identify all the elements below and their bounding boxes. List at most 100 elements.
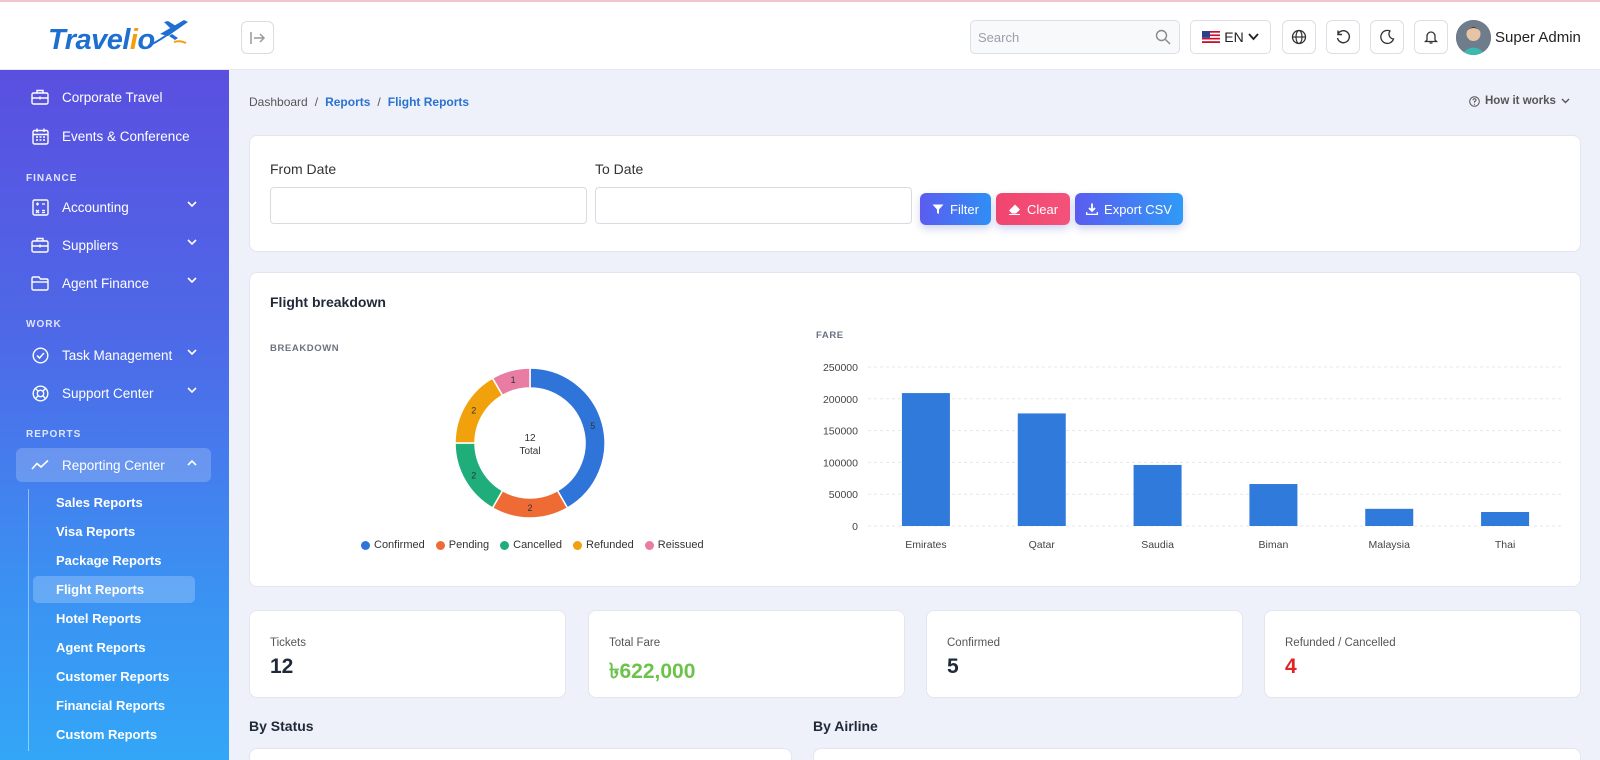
bar-qatar[interactable]	[1017, 413, 1066, 526]
sidebar-subitem-visa-reports[interactable]: Visa Reports	[56, 524, 136, 539]
legend-label: Cancelled	[513, 539, 563, 551]
breadcrumb-separator: /	[377, 95, 381, 109]
y-tick-label: 50000	[829, 489, 858, 501]
briefcase-icon	[30, 87, 50, 107]
sidebar-item-label: Support Center	[62, 385, 154, 401]
wallet-icon	[30, 273, 50, 293]
donut-slice-label: 2	[471, 406, 476, 416]
logo-text: Travelio	[48, 24, 155, 56]
sidebar-item-events[interactable]: Events & Conference	[16, 119, 211, 153]
donut-slice-reissued[interactable]	[491, 368, 531, 397]
donut-slice-label: 1	[511, 375, 516, 385]
stat-label: Refunded / Cancelled	[1285, 637, 1396, 649]
moon-icon	[1380, 29, 1395, 45]
stat-label: Confirmed	[947, 637, 1001, 649]
sidebar-item-task-management[interactable]: Task Management	[16, 338, 211, 372]
sidebar-item-label: Task Management	[62, 347, 173, 363]
stat-value: ৳622,000	[609, 660, 696, 683]
sidebar-subitem-package-reports[interactable]: Package Reports	[56, 553, 162, 568]
breadcrumb-separator: /	[314, 95, 319, 109]
sidebar-subitem-sales-reports[interactable]: Sales Reports	[56, 495, 143, 510]
flight-breakdown-card: Flight breakdown BREAKDOWN FARE 5 2 2 2 1 12…	[249, 272, 1581, 587]
stat-card-tickets: Tickets 12	[249, 610, 566, 698]
donut-slice-refunded[interactable]	[455, 377, 504, 444]
chevron-down-icon	[187, 349, 197, 356]
donut-slice-confirmed[interactable]	[529, 368, 605, 509]
stat-card-confirmed: Confirmed 5	[926, 610, 1243, 698]
sidebar-subitem-financial-reports[interactable]: Financial Reports	[56, 698, 166, 713]
bar-malaysia[interactable]	[1365, 508, 1414, 526]
language-selector[interactable]: EN	[1190, 20, 1271, 54]
sidebar-item-agent-finance[interactable]: Agent Finance	[16, 266, 211, 300]
sidebar-subitem-flight-reports[interactable]: Flight Reports	[33, 576, 195, 603]
globe-button[interactable]	[1282, 20, 1316, 54]
breadcrumb-reports[interactable]: Reports	[325, 95, 371, 109]
breadcrumb-current: Flight Reports	[387, 95, 470, 109]
sidebar-item-accounting[interactable]: Accounting	[16, 190, 211, 224]
sidebar-item-support-center[interactable]: Support Center	[16, 376, 211, 410]
notifications-button[interactable]	[1414, 20, 1448, 54]
user-name[interactable]: Super Admin	[1495, 29, 1581, 46]
by-status-card	[249, 748, 792, 760]
sidebar-item-label: Suppliers	[62, 237, 119, 253]
search-box[interactable]	[970, 20, 1180, 54]
x-tick-label: Biman	[1259, 539, 1289, 551]
breakdown-label: BREAKDOWN	[270, 343, 340, 354]
to-date-input[interactable]	[595, 187, 912, 224]
plane-icon	[147, 20, 188, 47]
bar-biman[interactable]	[1249, 484, 1298, 526]
sidebar-toggle-button[interactable]	[241, 21, 274, 54]
trend-icon	[30, 455, 50, 475]
legend-item-confirmed[interactable]: Confirmed	[361, 539, 425, 551]
legend-item-cancelled[interactable]: Cancelled	[500, 539, 562, 551]
sidebar-subitem-agent-reports[interactable]: Agent Reports	[56, 640, 146, 655]
y-tick-label: 100000	[823, 457, 858, 469]
avatar-image	[1456, 20, 1491, 55]
stat-label: Total Fare	[609, 637, 661, 649]
search-input[interactable]	[971, 21, 1146, 53]
donut-slice-label: 2	[527, 503, 532, 513]
donut-total-value: 12	[524, 433, 536, 444]
sidebar-item-label: Reporting Center	[62, 457, 165, 473]
calendar-icon	[30, 126, 50, 146]
legend-item-reissued[interactable]: Reissued	[644, 539, 704, 551]
avatar[interactable]	[1456, 20, 1491, 55]
filter-button[interactable]: Filter	[920, 193, 991, 225]
section-label-finance: FINANCE	[26, 173, 78, 184]
sidebar-item-reporting-center[interactable]: Reporting Center	[16, 448, 211, 482]
download-icon	[1086, 203, 1099, 215]
legend-item-refunded[interactable]: Refunded	[573, 539, 634, 551]
language-label: EN	[1224, 29, 1244, 45]
breadcrumb-dashboard[interactable]: Dashboard	[249, 95, 308, 109]
export-csv-button[interactable]: Export CSV	[1075, 193, 1183, 225]
search-icon[interactable]	[1155, 29, 1171, 45]
filter-icon	[932, 204, 944, 214]
stat-card-total-fare: Total Fare ৳622,000	[588, 610, 905, 698]
legend-item-pending[interactable]: Pending	[435, 539, 489, 551]
bar-emirates[interactable]	[901, 393, 950, 526]
from-date-input[interactable]	[270, 187, 587, 224]
bar-saudia[interactable]	[1133, 464, 1182, 526]
sidebar-subitem-customer-reports[interactable]: Customer Reports	[56, 669, 170, 684]
donut-slice-label: 5	[590, 421, 595, 431]
stat-card-refunded-cancelled: Refunded / Cancelled 4	[1264, 610, 1581, 698]
x-tick-label: Malaysia	[1369, 539, 1411, 551]
legend-dot	[573, 540, 583, 550]
section-label-reports: REPORTS	[26, 429, 82, 440]
sidebar-item-corporate-travel[interactable]: Corporate Travel	[16, 80, 211, 114]
sidebar-subitem-custom-reports[interactable]: Custom Reports	[56, 727, 158, 742]
chevron-down-icon	[1561, 98, 1570, 104]
filter-button-label: Filter	[950, 201, 979, 217]
how-it-works-button[interactable]: How it works	[1469, 95, 1570, 107]
refresh-button[interactable]	[1326, 20, 1360, 54]
dark-mode-button[interactable]	[1370, 20, 1404, 54]
travelio-logo[interactable]: Travelio	[48, 18, 188, 58]
sidebar-subitem-hotel-reports[interactable]: Hotel Reports	[56, 611, 142, 626]
clear-button[interactable]: Clear	[996, 193, 1070, 225]
sidebar-item-label: Corporate Travel	[62, 89, 163, 105]
stat-value: 12	[270, 655, 294, 678]
sidebar-item-suppliers[interactable]: Suppliers	[16, 228, 211, 262]
stat-label: Tickets	[270, 637, 306, 649]
bar-thai[interactable]	[1481, 512, 1530, 526]
donut-slice-cancelled[interactable]	[455, 442, 504, 509]
